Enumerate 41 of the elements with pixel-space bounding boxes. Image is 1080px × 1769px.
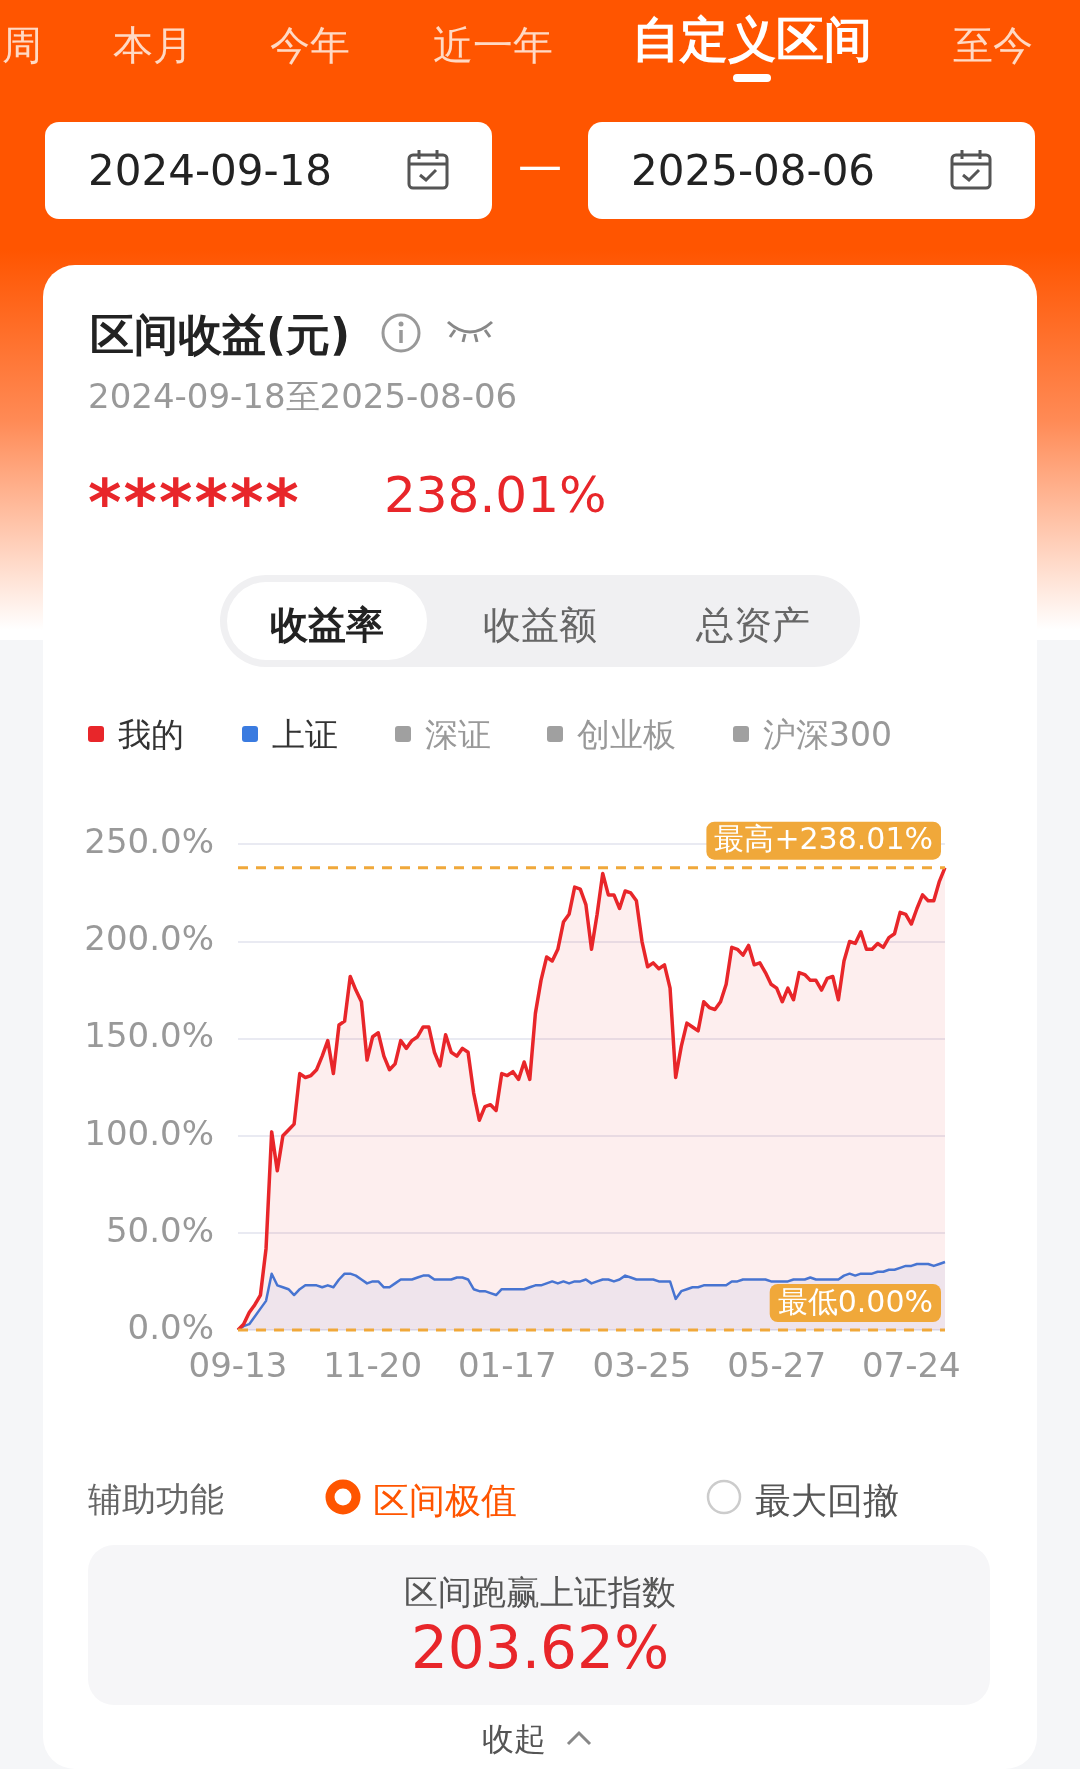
x-tick-label: 05-27 [727, 1345, 827, 1386]
text: 近一年 [433, 21, 553, 70]
text: 收起 [482, 1719, 546, 1760]
y-tick-label: 50.0% [105, 1209, 214, 1250]
text: 203.62% [410, 1614, 670, 1682]
text: 2025-08-06 [631, 146, 876, 195]
text: 区间极值 [373, 1479, 517, 1523]
text: 今年 [270, 21, 350, 70]
text: 辅助功能 [88, 1478, 224, 1521]
x-tick-label: 01-17 [457, 1345, 557, 1386]
text: 收益率 [270, 602, 384, 649]
text: — [518, 140, 562, 191]
x-tick-label: 11-20 [323, 1345, 423, 1386]
legend-label: 我的 [118, 714, 184, 756]
text: 沪深300 [763, 714, 892, 756]
text: 创业板 [577, 714, 676, 756]
text: 238.01% [384, 466, 607, 524]
text: 至今 [953, 21, 1033, 70]
text: 2024-09-18 [88, 146, 333, 195]
text: 自定义区间 [632, 10, 872, 69]
chart-subtitle: 2024-09-18至2025-08-06 [88, 375, 518, 418]
ref-line-label: 最高+238.01% [714, 821, 934, 857]
y-tick-label: 0.0% [127, 1306, 214, 1347]
text: 总资产 [696, 602, 810, 649]
text: 深证 [425, 714, 491, 756]
x-tick-label: 07-24 [861, 1345, 961, 1386]
y-tick-label: 100.0% [84, 1112, 214, 1153]
x-tick-label: 09-13 [188, 1345, 288, 1386]
text: 区间跑赢上证指数 [404, 1572, 676, 1612]
x-tick-label: 03-25 [592, 1345, 692, 1386]
text: 最大回撤 [755, 1479, 899, 1523]
chart-title: 区间收益(元) [90, 308, 351, 362]
y-tick-label: 150.0% [84, 1015, 214, 1056]
text: 本月 [113, 21, 193, 70]
y-tick-label: 200.0% [84, 918, 214, 959]
y-tick-label: 250.0% [84, 821, 214, 862]
text: 周 [2, 21, 42, 70]
ref-line-label: 最低0.00% [777, 1283, 934, 1319]
text: ****** [88, 466, 301, 540]
legend-label: 上证 [272, 714, 338, 756]
text: 收益额 [483, 602, 597, 649]
